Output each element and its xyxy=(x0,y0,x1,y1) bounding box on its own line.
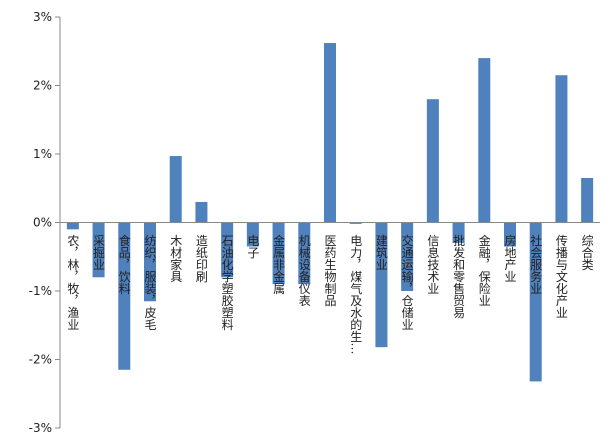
y-tick-label: -2% xyxy=(29,353,52,367)
bar xyxy=(144,222,156,302)
x-tick-label: 木材家具 xyxy=(169,234,183,282)
x-tick-label: 交通运输，仓储业 xyxy=(400,233,414,330)
bar xyxy=(66,222,79,230)
x-tick-label: 造纸印刷 xyxy=(194,234,208,282)
x-tick-label: 电子 xyxy=(246,234,260,258)
y-tick-label: 1% xyxy=(33,147,52,161)
y-tick-label: 2% xyxy=(33,79,52,93)
x-tick-label: 批发和零售贸易 xyxy=(452,233,466,319)
x-tick-label: 石油化学塑胶塑料 xyxy=(220,235,234,331)
x-tick-label: 纺织，服装，皮毛 xyxy=(143,234,157,330)
x-tick-label: 农，林，牧，渔业 xyxy=(66,234,80,330)
bar xyxy=(324,43,336,223)
bar xyxy=(195,201,208,223)
y-tick-label: 3% xyxy=(33,10,52,24)
bar xyxy=(221,222,234,278)
x-tick-label: 医药生物制品 xyxy=(323,235,337,307)
bar xyxy=(272,222,285,285)
y-tick-label: -3% xyxy=(29,421,52,435)
x-tick-label: 金属非金属 xyxy=(272,233,286,295)
bar xyxy=(375,222,388,348)
x-tick-label: 社会服务业 xyxy=(529,233,543,294)
bar xyxy=(401,222,414,291)
x-tick-label: 综合类 xyxy=(580,234,594,271)
x-tick-label: 机械设备仪表 xyxy=(297,234,311,306)
bar xyxy=(555,75,568,223)
bar xyxy=(504,222,516,247)
x-tick-label: 传播与文化产业 xyxy=(554,233,568,318)
y-tick-label: -1% xyxy=(29,284,52,298)
bar xyxy=(426,99,439,223)
bar xyxy=(169,156,182,223)
x-tick-label: 信息技术业 xyxy=(426,234,440,294)
bar xyxy=(581,177,594,223)
x-tick-label: 金融，保险业 xyxy=(477,233,491,306)
bar xyxy=(92,222,105,278)
bar xyxy=(118,222,131,370)
bar xyxy=(349,222,362,224)
y-tick-label: 0% xyxy=(33,216,52,230)
bar xyxy=(452,222,465,244)
bar xyxy=(246,222,259,247)
x-tick-label: 电力，煤气及水的生… xyxy=(349,234,363,354)
bar xyxy=(529,222,542,382)
x-tick-label: 建筑业 xyxy=(374,234,388,270)
x-tick-label: 房地产业 xyxy=(503,233,517,282)
x-tick-label: 食品，饮料 xyxy=(117,233,131,294)
bar xyxy=(478,58,491,223)
x-tick-label: 采掘业 xyxy=(92,234,106,270)
bar xyxy=(298,222,311,285)
